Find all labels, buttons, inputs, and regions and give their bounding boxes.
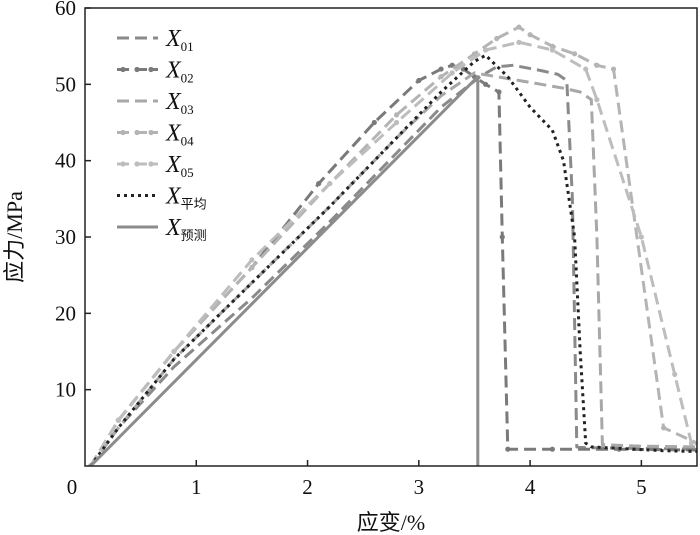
series-line-04 bbox=[89, 25, 697, 466]
series-point-05 bbox=[327, 180, 333, 187]
y-tick-label: 30 bbox=[55, 225, 76, 249]
series-point-05 bbox=[249, 257, 255, 263]
x-tick-label: 1 bbox=[191, 475, 202, 499]
series-point-02 bbox=[499, 234, 505, 240]
y-tick-label: 10 bbox=[55, 378, 76, 402]
series-point-05 bbox=[115, 417, 121, 423]
y-tick-label: 60 bbox=[55, 0, 76, 20]
x-tick-label: 3 bbox=[414, 475, 425, 499]
legend-marker-02 bbox=[134, 66, 140, 73]
origin-tick-label: 0 bbox=[67, 475, 78, 499]
y-tick-label: 20 bbox=[55, 301, 76, 325]
series-point-05 bbox=[449, 70, 455, 76]
series-point-04 bbox=[594, 62, 600, 68]
y-axis-label: 应力/MPa bbox=[2, 191, 27, 283]
legend-label-平均: X平均 bbox=[165, 184, 207, 212]
legend-marker-04 bbox=[148, 129, 154, 136]
legend-label-05: X05 bbox=[165, 152, 194, 180]
y-tick-label: 50 bbox=[55, 72, 76, 96]
x-tick-label: 2 bbox=[302, 475, 313, 499]
series-line-01 bbox=[89, 63, 697, 466]
series-point-04 bbox=[572, 51, 578, 57]
series-point-04 bbox=[438, 74, 444, 80]
series-point-05 bbox=[171, 348, 177, 355]
series-line-预测 bbox=[89, 75, 480, 466]
series-point-05 bbox=[393, 119, 400, 126]
series-point-05 bbox=[583, 66, 589, 72]
series-point-05 bbox=[516, 39, 522, 45]
legend-label-04: X04 bbox=[165, 121, 194, 149]
series-point-05 bbox=[672, 371, 678, 377]
series-layer bbox=[87, 24, 697, 466]
series-point-02 bbox=[549, 446, 555, 452]
series-point-04 bbox=[527, 32, 533, 38]
legend-marker-04 bbox=[120, 129, 126, 136]
legend-marker-04 bbox=[134, 129, 140, 136]
series-point-05 bbox=[549, 47, 555, 53]
legend-label-02: X02 bbox=[165, 58, 194, 86]
series-point-02 bbox=[505, 446, 511, 452]
series-point-02 bbox=[371, 119, 377, 126]
legend-marker-02 bbox=[148, 66, 154, 73]
legend: X01 X02 X03 X04 X05 X平均 X预测 bbox=[117, 26, 207, 243]
series-point-04 bbox=[516, 24, 522, 30]
x-tick-label: 4 bbox=[525, 475, 536, 499]
series-point-05 bbox=[688, 440, 695, 446]
x-axis-label: 应变/% bbox=[357, 510, 425, 535]
legend-marker-05 bbox=[120, 161, 126, 167]
legend-marker-05 bbox=[148, 161, 154, 167]
y-tick-label: 40 bbox=[55, 149, 76, 173]
legend-label-01: X01 bbox=[165, 26, 194, 54]
series-point-04 bbox=[549, 43, 555, 49]
series-point-04 bbox=[494, 35, 500, 42]
series-point-02 bbox=[416, 77, 422, 84]
x-tick-label: 5 bbox=[636, 475, 647, 499]
series-point-02 bbox=[482, 81, 489, 87]
series-point-04 bbox=[393, 112, 400, 118]
legend-marker-05 bbox=[134, 161, 140, 167]
series-point-04 bbox=[661, 425, 667, 431]
series-point-04 bbox=[249, 264, 255, 271]
legend-label-03: X03 bbox=[165, 89, 194, 117]
series-point-05 bbox=[594, 97, 600, 103]
series-point-05 bbox=[482, 47, 489, 53]
series-point-02 bbox=[316, 180, 322, 187]
series-point-02 bbox=[496, 89, 502, 95]
legend-marker-02 bbox=[120, 66, 126, 73]
series-point-04 bbox=[610, 66, 617, 72]
series-point-02 bbox=[438, 66, 444, 72]
legend-label-预测: X预测 bbox=[165, 215, 207, 243]
axes-layer: 1 2 3 4 5 10 20 30 40 50 60 bbox=[55, 0, 647, 499]
series-point-05 bbox=[638, 234, 644, 240]
